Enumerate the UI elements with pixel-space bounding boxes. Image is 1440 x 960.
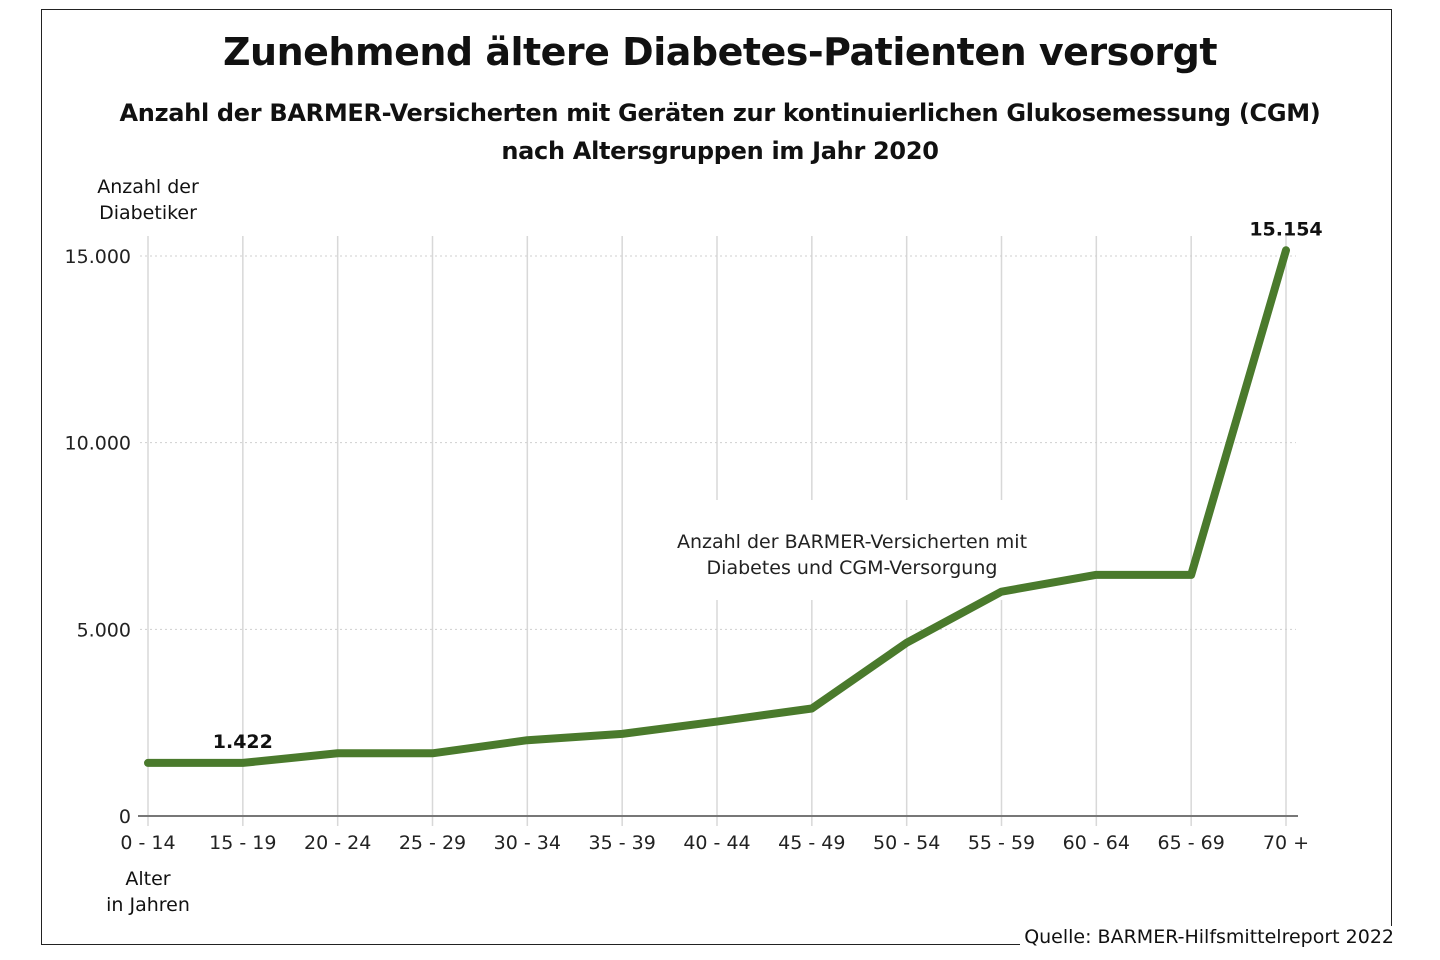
- x-tick-label: 35 - 39: [589, 832, 656, 854]
- subtitle-line: Anzahl der BARMER-Versicherten mit Gerät…: [119, 99, 1321, 127]
- chart-frame: [41, 9, 1392, 945]
- series-label: Diabetes und CGM-Versorgung: [707, 557, 998, 579]
- x-tick-label: 0 - 14: [120, 832, 175, 854]
- y-tick-label: 10.000: [65, 433, 131, 455]
- series-label-background: [660, 500, 1045, 600]
- x-tick-label: 25 - 29: [399, 832, 466, 854]
- y-tick-label: 15.000: [65, 246, 131, 268]
- y-axis-label-line: Anzahl der: [97, 176, 199, 198]
- x-axis-label-line: in Jahren: [106, 894, 190, 916]
- source-note: Quelle: BARMER-Hilfsmittelreport 2022: [1020, 926, 1394, 948]
- x-tick-label: 50 - 54: [873, 832, 940, 854]
- y-axis-label-line: Diabetiker: [99, 202, 197, 224]
- series-label: Anzahl der BARMER-Versicherten mit: [677, 531, 1027, 553]
- data-label: 15.154: [1249, 218, 1322, 240]
- x-tick-label: 30 - 34: [494, 832, 561, 854]
- chart-title: Zunehmend ältere Diabetes-Patienten vers…: [222, 30, 1218, 74]
- x-tick-label: 55 - 59: [968, 832, 1035, 854]
- x-tick-label: 20 - 24: [304, 832, 371, 854]
- data-label: 1.422: [213, 731, 273, 753]
- x-tick-label: 70 +: [1263, 832, 1309, 854]
- y-axis-label: Anzahl der Diabetiker: [78, 174, 218, 226]
- x-tick-label: 40 - 44: [683, 832, 750, 854]
- x-tick-label: 15 - 19: [209, 832, 276, 854]
- y-tick-label: 0: [119, 806, 131, 828]
- x-axis-label-line: Alter: [125, 868, 171, 890]
- x-tick-label: 65 - 69: [1158, 832, 1225, 854]
- subtitle-line: nach Altersgruppen im Jahr 2020: [501, 137, 939, 165]
- x-axis-label: Alter in Jahren: [78, 866, 218, 918]
- y-tick-label: 5.000: [77, 619, 131, 641]
- chart-subtitle: Anzahl der BARMER-Versicherten mit Gerät…: [0, 94, 1440, 170]
- x-tick-label: 60 - 64: [1063, 832, 1130, 854]
- x-tick-label: 45 - 49: [778, 832, 845, 854]
